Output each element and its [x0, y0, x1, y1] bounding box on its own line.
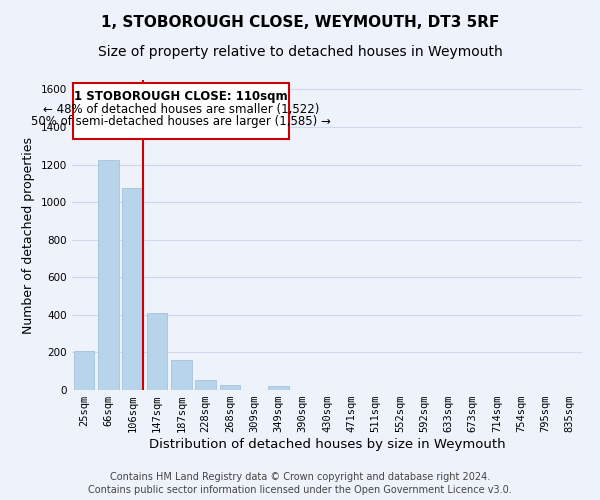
Text: Size of property relative to detached houses in Weymouth: Size of property relative to detached ho…	[98, 45, 502, 59]
X-axis label: Distribution of detached houses by size in Weymouth: Distribution of detached houses by size …	[149, 438, 505, 451]
Bar	[98, 160, 119, 390]
Bar	[122, 188, 143, 390]
Text: 1, STOBOROUGH CLOSE, WEYMOUTH, DT3 5RF: 1, STOBOROUGH CLOSE, WEYMOUTH, DT3 5RF	[101, 15, 499, 30]
Y-axis label: Number of detached properties: Number of detached properties	[22, 136, 35, 334]
Text: Contains HM Land Registry data © Crown copyright and database right 2024.: Contains HM Land Registry data © Crown c…	[110, 472, 490, 482]
Bar	[220, 386, 240, 390]
Text: 50% of semi-detached houses are larger (1,585) →: 50% of semi-detached houses are larger (…	[31, 115, 331, 128]
Bar	[146, 313, 167, 390]
Text: 1 STOBOROUGH CLOSE: 110sqm: 1 STOBOROUGH CLOSE: 110sqm	[74, 90, 288, 104]
Bar	[171, 360, 191, 390]
Bar	[74, 352, 94, 390]
Bar	[268, 386, 289, 390]
FancyBboxPatch shape	[73, 83, 289, 139]
Bar	[195, 380, 216, 390]
Text: Contains public sector information licensed under the Open Government Licence v3: Contains public sector information licen…	[88, 485, 512, 495]
Text: ← 48% of detached houses are smaller (1,522): ← 48% of detached houses are smaller (1,…	[43, 102, 319, 116]
